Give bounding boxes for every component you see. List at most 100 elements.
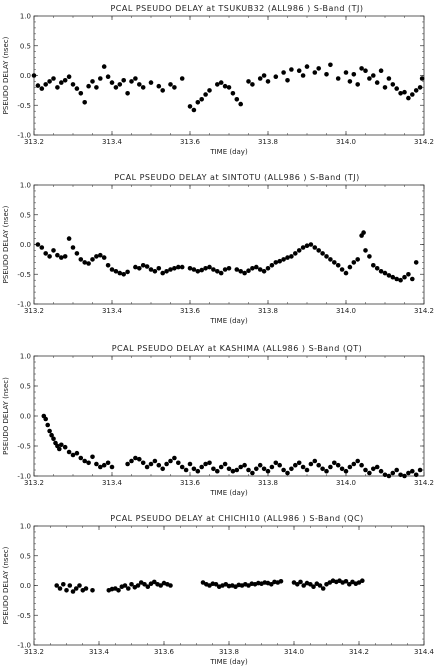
data-point bbox=[261, 269, 267, 274]
data-point bbox=[73, 586, 79, 591]
data-point bbox=[215, 82, 220, 87]
data-point bbox=[335, 263, 341, 268]
data-point bbox=[257, 462, 263, 468]
data-point bbox=[253, 466, 259, 472]
data-point bbox=[250, 470, 255, 476]
data-point bbox=[160, 466, 165, 472]
data-point bbox=[382, 270, 388, 276]
data-point bbox=[351, 72, 357, 77]
x-axis-label: TIME (day) bbox=[209, 148, 248, 156]
y-tick-label: 1.0 bbox=[20, 13, 31, 21]
data-point bbox=[66, 74, 72, 79]
y-tick-label: -0.5 bbox=[17, 612, 31, 620]
data-point bbox=[94, 254, 99, 259]
data-point bbox=[158, 583, 163, 588]
data-point bbox=[43, 251, 48, 256]
data-point bbox=[335, 462, 341, 468]
data-point bbox=[394, 276, 400, 282]
x-tick-label: 313.2 bbox=[24, 138, 44, 146]
data-point bbox=[82, 100, 87, 105]
data-point bbox=[269, 582, 274, 587]
data-point bbox=[343, 468, 349, 474]
data-point bbox=[347, 264, 353, 270]
data-point bbox=[281, 467, 286, 473]
data-point bbox=[363, 248, 368, 253]
data-point bbox=[191, 107, 197, 113]
data-point bbox=[359, 66, 364, 71]
data-point bbox=[273, 260, 279, 265]
data-point bbox=[324, 254, 329, 259]
data-point bbox=[304, 64, 310, 69]
data-point bbox=[410, 276, 415, 282]
y-tick-label: -0.5 bbox=[17, 102, 31, 110]
data-point bbox=[78, 91, 84, 96]
data-point bbox=[152, 269, 158, 274]
data-point bbox=[339, 466, 345, 472]
data-point bbox=[90, 588, 95, 593]
data-point bbox=[172, 85, 177, 90]
data-point bbox=[230, 468, 236, 474]
data-point bbox=[47, 254, 52, 259]
data-point bbox=[82, 458, 87, 464]
data-point bbox=[273, 460, 279, 466]
x-axis-label: TIME (day) bbox=[209, 658, 248, 666]
data-point bbox=[78, 455, 84, 461]
data-point bbox=[285, 78, 290, 83]
data-point bbox=[55, 85, 60, 90]
data-point bbox=[246, 79, 251, 84]
data-point bbox=[179, 464, 185, 470]
data-point bbox=[242, 462, 247, 468]
data-point bbox=[164, 269, 169, 274]
data-point bbox=[98, 464, 103, 470]
data-point bbox=[148, 461, 154, 467]
data-point bbox=[86, 460, 91, 466]
data-point bbox=[390, 470, 396, 476]
data-point bbox=[140, 85, 146, 90]
data-point bbox=[57, 446, 62, 452]
data-point bbox=[183, 467, 189, 473]
data-point bbox=[301, 583, 307, 588]
y-tick-label: -0.5 bbox=[17, 443, 31, 451]
x-tick-label: 314.4 bbox=[414, 648, 435, 656]
data-point bbox=[160, 270, 165, 276]
chart-title: PCAL PSEUDO DELAY at KASHIMA (ALL986 ) S… bbox=[112, 344, 363, 353]
data-point bbox=[246, 467, 251, 473]
data-point bbox=[172, 455, 177, 461]
data-point bbox=[145, 584, 151, 589]
data-point bbox=[265, 266, 271, 271]
x-tick-label: 314.0 bbox=[336, 307, 356, 315]
data-point bbox=[367, 470, 372, 476]
data-point bbox=[347, 582, 352, 587]
data-point bbox=[413, 472, 419, 478]
x-tick-label: 314.0 bbox=[284, 648, 304, 656]
data-point bbox=[195, 100, 201, 105]
data-point bbox=[242, 270, 247, 276]
data-point bbox=[398, 277, 403, 283]
y-tick-label: -1.0 bbox=[17, 132, 31, 140]
data-point bbox=[328, 257, 333, 262]
data-point bbox=[203, 461, 208, 467]
data-point bbox=[320, 251, 325, 256]
data-point bbox=[125, 269, 130, 275]
data-point bbox=[51, 436, 56, 442]
data-point bbox=[94, 461, 99, 467]
data-point bbox=[156, 462, 162, 468]
data-point bbox=[148, 267, 154, 272]
data-point bbox=[121, 78, 126, 83]
data-point bbox=[187, 461, 193, 467]
y-tick-label: -0.5 bbox=[17, 271, 31, 279]
data-point bbox=[394, 467, 400, 473]
data-point bbox=[269, 263, 275, 268]
x-tick-label: 313.8 bbox=[258, 138, 278, 146]
data-point bbox=[361, 230, 366, 235]
y-axis-label: PSEUDO DELAY (nsec) bbox=[2, 205, 10, 283]
data-point bbox=[410, 92, 415, 97]
x-tick-label: 313.6 bbox=[180, 479, 201, 487]
data-point bbox=[304, 243, 310, 248]
data-point bbox=[74, 86, 80, 91]
data-point bbox=[218, 80, 224, 85]
data-point bbox=[61, 582, 66, 587]
data-point bbox=[351, 260, 357, 265]
data-point bbox=[406, 272, 411, 277]
